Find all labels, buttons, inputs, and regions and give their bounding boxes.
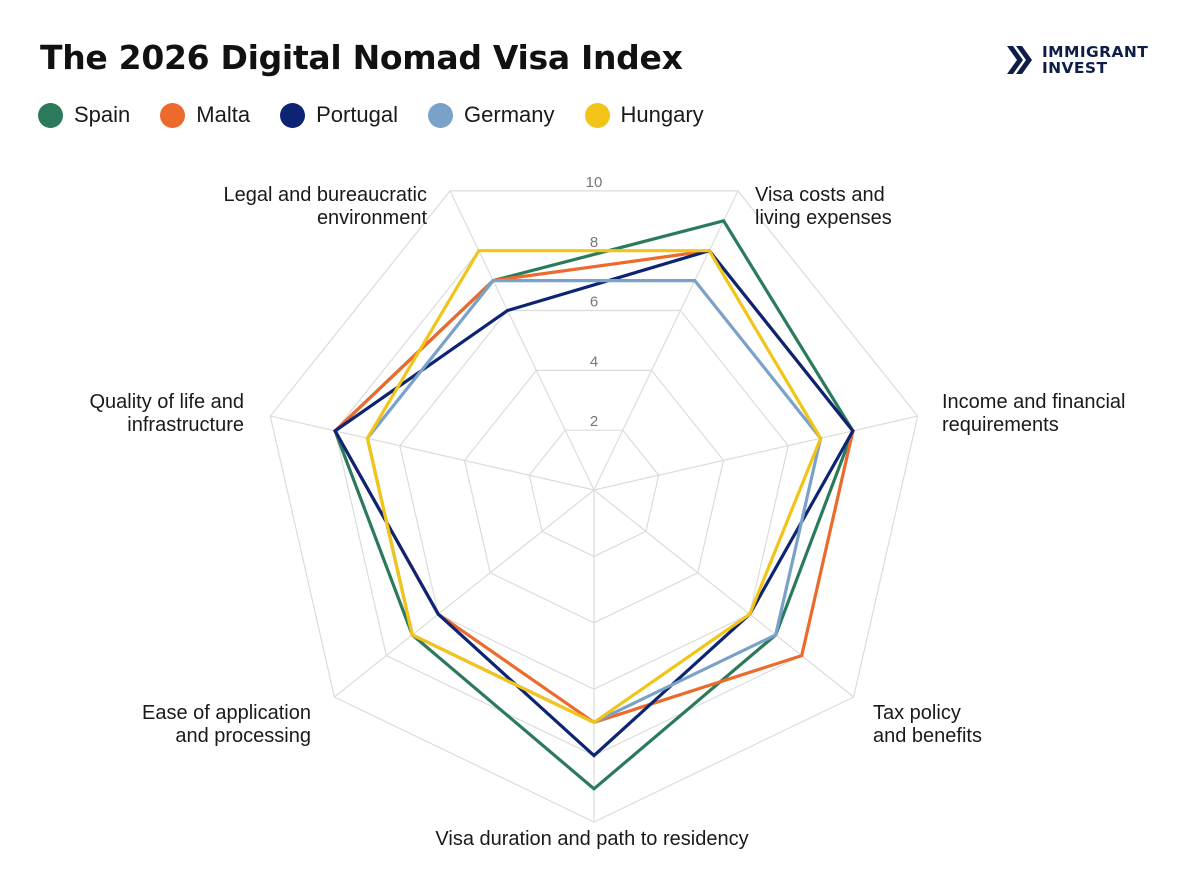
axis-label-3: Tax policy and benefits: [873, 702, 982, 747]
legend-item-germany: Germany: [428, 102, 555, 128]
axis-label-6-line-1: Quality of life and: [89, 391, 244, 413]
axis-label-2-line-2: requirements: [942, 414, 1059, 436]
legend-item-hungary: Hungary: [584, 102, 704, 128]
tick-label-8: 8: [590, 234, 598, 251]
legend-label-portugal: Portugal: [316, 102, 399, 127]
tick-label-6: 6: [590, 294, 598, 311]
axis-label-5: Ease of application and processing: [142, 702, 311, 747]
chart-legend: Spain Malta Portugal Germany Hungary: [38, 102, 734, 128]
axis-label-7: Legal and bureaucratic environment: [224, 184, 428, 229]
grid-spoke-5: [334, 489, 595, 698]
legend-dot-malta: [160, 102, 186, 128]
series-line-malta: [333, 248, 855, 725]
axis-label-6: Quality of life and infrastructure: [89, 391, 244, 436]
radar-grid: [269, 190, 919, 823]
page-title: The 2026 Digital Nomad Visa Index: [40, 38, 683, 77]
tick-label-2: 2: [590, 413, 598, 430]
legend-dot-germany: [428, 102, 454, 128]
axis-label-7-line-1: Legal and bureaucratic: [224, 184, 427, 206]
axis-label-3-line-1: Tax policy: [873, 702, 961, 724]
legend-dot-hungary: [584, 102, 610, 128]
grid-spoke-7: [449, 190, 595, 491]
grid-spoke-1: [593, 190, 739, 491]
axis-label-4: Visa duration and path to residency: [435, 828, 748, 850]
tick-label-4: 4: [590, 354, 598, 371]
grid-spoke-2: [593, 415, 918, 491]
legend-label-hungary: Hungary: [620, 102, 704, 127]
grid-ring-10: [269, 190, 919, 823]
series-line-hungary: [365, 249, 823, 725]
axis-label-2: Income and financial requirements: [942, 391, 1125, 436]
brand-line-2: INVEST: [1042, 59, 1108, 77]
grid-spoke-6: [270, 415, 595, 491]
axis-label-4-line-1: Visa duration and path to residency: [435, 828, 748, 850]
axis-labels: Visa costs and living expenses Income and …: [89, 184, 1125, 850]
axis-label-5-line-1: Ease of application: [142, 702, 311, 724]
axis-label-1-line-2: living expenses: [755, 207, 892, 229]
brand-line-1: IMMIGRANT: [1042, 43, 1149, 61]
legend-dot-spain: [38, 102, 63, 128]
legend-label-germany: Germany: [464, 102, 555, 127]
grid-ring-6: [399, 309, 789, 690]
grid-spoke-3: [593, 489, 854, 698]
legend-dot-portugal: [280, 102, 306, 128]
axis-label-1-line-1: Visa costs and: [755, 184, 885, 206]
legend-item-portugal: Portugal: [280, 102, 398, 128]
axis-label-7-line-2: environment: [317, 207, 428, 229]
axis-label-3-line-2: and benefits: [873, 725, 982, 747]
legend-item-malta: Malta: [160, 102, 250, 128]
axis-label-5-line-2: and processing: [175, 725, 311, 747]
legend-label-malta: Malta: [196, 102, 251, 127]
series-lines: [332, 218, 855, 791]
brand-name: IMMIGRANT INVEST: [1042, 44, 1148, 76]
chevron-logo-icon: [1007, 46, 1032, 74]
legend-item-spain: Spain: [38, 102, 130, 128]
tick-labels: 2 4 6 8 10: [586, 174, 603, 430]
brand-logo: IMMIGRANT INVEST: [1004, 42, 1148, 78]
axis-label-1: Visa costs and living expenses: [755, 184, 892, 229]
tick-label-10: 10: [586, 174, 603, 191]
axis-label-6-line-2: infrastructure: [127, 414, 244, 436]
axis-label-2-line-1: Income and financial: [942, 391, 1125, 413]
grid-ring-4: [463, 369, 725, 624]
legend-label-spain: Spain: [74, 102, 131, 127]
grid-ring-2: [528, 429, 660, 558]
